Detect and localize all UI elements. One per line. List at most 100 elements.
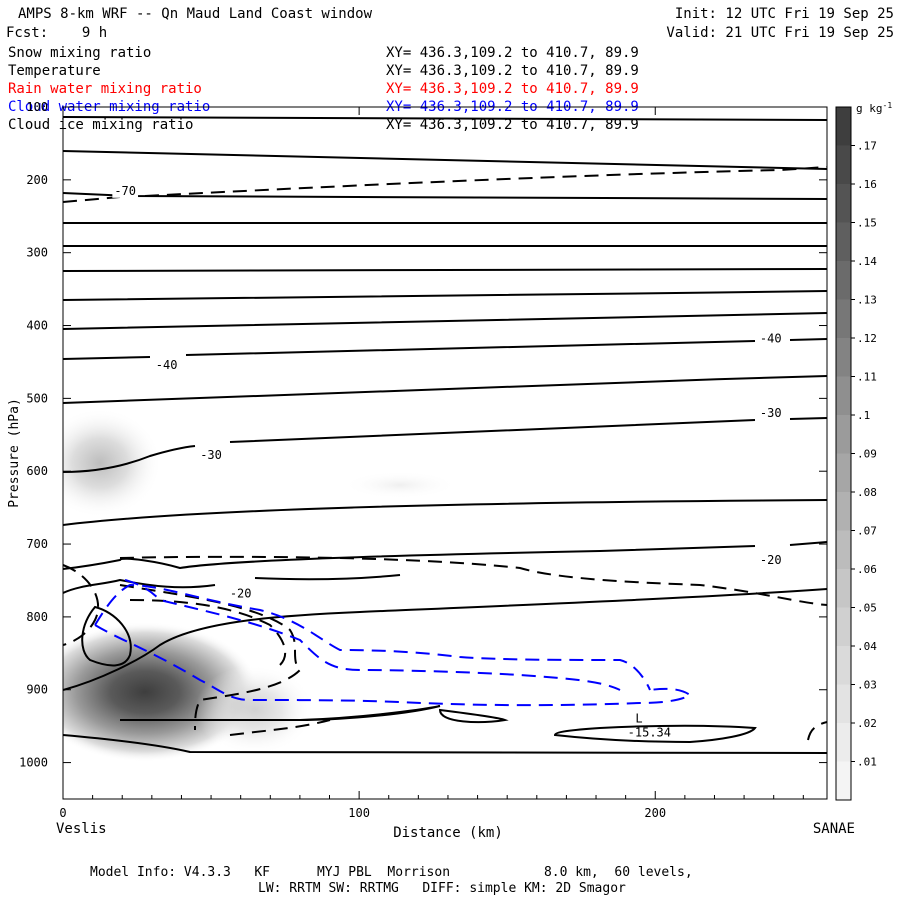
- x-axis-title: Distance (km): [393, 825, 503, 841]
- colorbar-swatch: [836, 646, 851, 685]
- snow-patch-upper: [63, 408, 162, 518]
- isotherm: [63, 588, 827, 691]
- cloud-ice-contour: [63, 166, 827, 203]
- y-tick-label: 200: [26, 173, 48, 187]
- colorbar-swatch: [836, 299, 851, 339]
- colorbar-level-label: .08: [857, 486, 877, 499]
- colorbar-unit: g kg-1: [856, 101, 892, 115]
- isotherm: [63, 375, 827, 404]
- colorbar-level-label: .11: [857, 371, 877, 384]
- colorbar-level-label: .12: [857, 332, 877, 345]
- colorbar-level-label: .14: [857, 255, 877, 268]
- legend-label-rain: Rain water mixing ratio: [8, 81, 202, 97]
- colorbar-swatch: [836, 107, 851, 146]
- y-tick-label: 700: [26, 537, 48, 551]
- colorbar-unit-base: g kg: [856, 102, 883, 115]
- colorbar-level-label: .15: [857, 217, 877, 230]
- isotherm-minus-20: [63, 541, 827, 570]
- temperature-label-background: [757, 405, 784, 420]
- isotherm-minus-40: [63, 338, 827, 360]
- right-endpoint-label: SANAE: [813, 821, 855, 837]
- y-tick-label: 100: [26, 100, 48, 114]
- valid-time: Valid: 21 UTC Fri 19 Sep 25: [666, 25, 894, 41]
- y-tick-label: 800: [26, 610, 48, 624]
- colorbar-level-label: .09: [857, 448, 877, 461]
- colorbar-level-label: .07: [857, 525, 877, 538]
- x-tick-label: 100: [348, 806, 370, 820]
- colorbar-swatch: [836, 492, 851, 531]
- y-tick-label: 900: [26, 683, 48, 697]
- colorbar-level-label: .1: [857, 409, 870, 422]
- colorbar-unit-exponent: -1: [883, 101, 893, 110]
- colorbar-swatch: [836, 376, 851, 416]
- legend-xy-temperature: XY= 436.3,109.2 to 410.7, 89.9: [386, 63, 639, 79]
- temperature-label-background: [198, 448, 224, 463]
- colorbar-level-label: .03: [857, 679, 877, 692]
- legend-label-snow: Snow mixing ratio: [8, 45, 152, 61]
- isotherm: [63, 499, 827, 526]
- init-time: Init: 12 UTC Fri 19 Sep 25: [674, 6, 894, 22]
- temperature-label: -30: [200, 448, 222, 462]
- x-tick-label: 200: [644, 806, 666, 820]
- y-tick-label: 600: [26, 464, 48, 478]
- colorbar-swatch: [836, 222, 851, 262]
- forecast-hour: Fcst: 9 h: [6, 25, 108, 41]
- legend-label-temperature: Temperature: [8, 63, 101, 79]
- colorbar-swatch: [836, 684, 851, 724]
- cloud-water-contour: [94, 583, 651, 691]
- legend-xy-rain: XY= 436.3,109.2 to 410.7, 89.9: [386, 81, 639, 97]
- cloud-ice-contour: [119, 555, 827, 606]
- cloud-ice-contour: [63, 564, 100, 646]
- temperature-label-background: [757, 331, 784, 346]
- isotherm: [63, 734, 827, 754]
- colorbar-level-label: .13: [857, 294, 877, 307]
- snow-shading: [63, 408, 458, 762]
- isotherm: [63, 192, 827, 200]
- isotherm: [63, 268, 827, 272]
- cloud-ice-contour: [229, 719, 331, 736]
- chart-title: AMPS 8-km WRF -- Qn Maud Land Coast wind…: [18, 6, 373, 22]
- colorbar: g kg-1 .01 .02 .03 .04 .05 .06 .07 .08 .09 .1 .11.…: [835, 101, 892, 801]
- left-endpoint-label: Veslis: [56, 821, 107, 837]
- isotherm: [63, 116, 827, 121]
- colorbar-swatch: [836, 145, 851, 185]
- isotherm: [63, 150, 827, 170]
- x-axis: 0 100 200: [59, 107, 804, 820]
- y-tick-label: 400: [26, 319, 48, 333]
- y-tick-label: 500: [26, 391, 48, 405]
- model-info-line2: LW: RRTM SW: RRTMG DIFF: simple KM: 2D S…: [258, 881, 626, 896]
- colorbar-swatch: [836, 415, 851, 454]
- temperature-label: -20: [230, 587, 252, 601]
- contour-labels: -70 -40 -30 -20 -40 -30 -20 L -15.34: [112, 183, 784, 740]
- cloud-water-contour: [124, 579, 621, 691]
- isotherm: [120, 705, 441, 721]
- colorbar-level-label: .01: [857, 756, 877, 769]
- plot-frame: [62, 106, 828, 800]
- temperature-label: -20: [760, 553, 782, 567]
- isotherm: [63, 312, 827, 330]
- temperature-label: -70: [114, 184, 136, 198]
- legend-xy-snow: XY= 436.3,109.2 to 410.7, 89.9: [386, 45, 639, 61]
- colorbar-swatch: [836, 261, 851, 300]
- temperature-label-background: [757, 553, 784, 568]
- temperature-label-background: [112, 183, 139, 198]
- colorbar-swatch: [836, 761, 851, 801]
- isotherm-minus-30: [63, 417, 827, 473]
- y-tick-label: 300: [26, 246, 48, 260]
- snow-patch-mid: [342, 471, 458, 499]
- colorbar-swatch: [836, 184, 851, 223]
- temperature-label: -40: [156, 358, 178, 372]
- colorbar-level-label: .06: [857, 563, 877, 576]
- legend-xy-cloud-ice: XY= 436.3,109.2 to 410.7, 89.9: [386, 117, 639, 133]
- cloud-ice-contour: [129, 599, 287, 666]
- isotherm: [63, 290, 827, 301]
- minimum-marker-value: -15.34: [628, 726, 671, 740]
- legend-label-cloud-ice: Cloud ice mixing ratio: [8, 117, 194, 133]
- colorbar-level-label: .04: [857, 640, 877, 653]
- isotherm-minimum-cell: [553, 724, 757, 744]
- temperature-label: -30: [760, 406, 782, 420]
- colorbar-swatch: [836, 530, 851, 570]
- minimum-marker-symbol: L: [635, 712, 642, 726]
- temperature-label-background: [153, 357, 180, 372]
- colorbar-level-label: .02: [857, 717, 877, 730]
